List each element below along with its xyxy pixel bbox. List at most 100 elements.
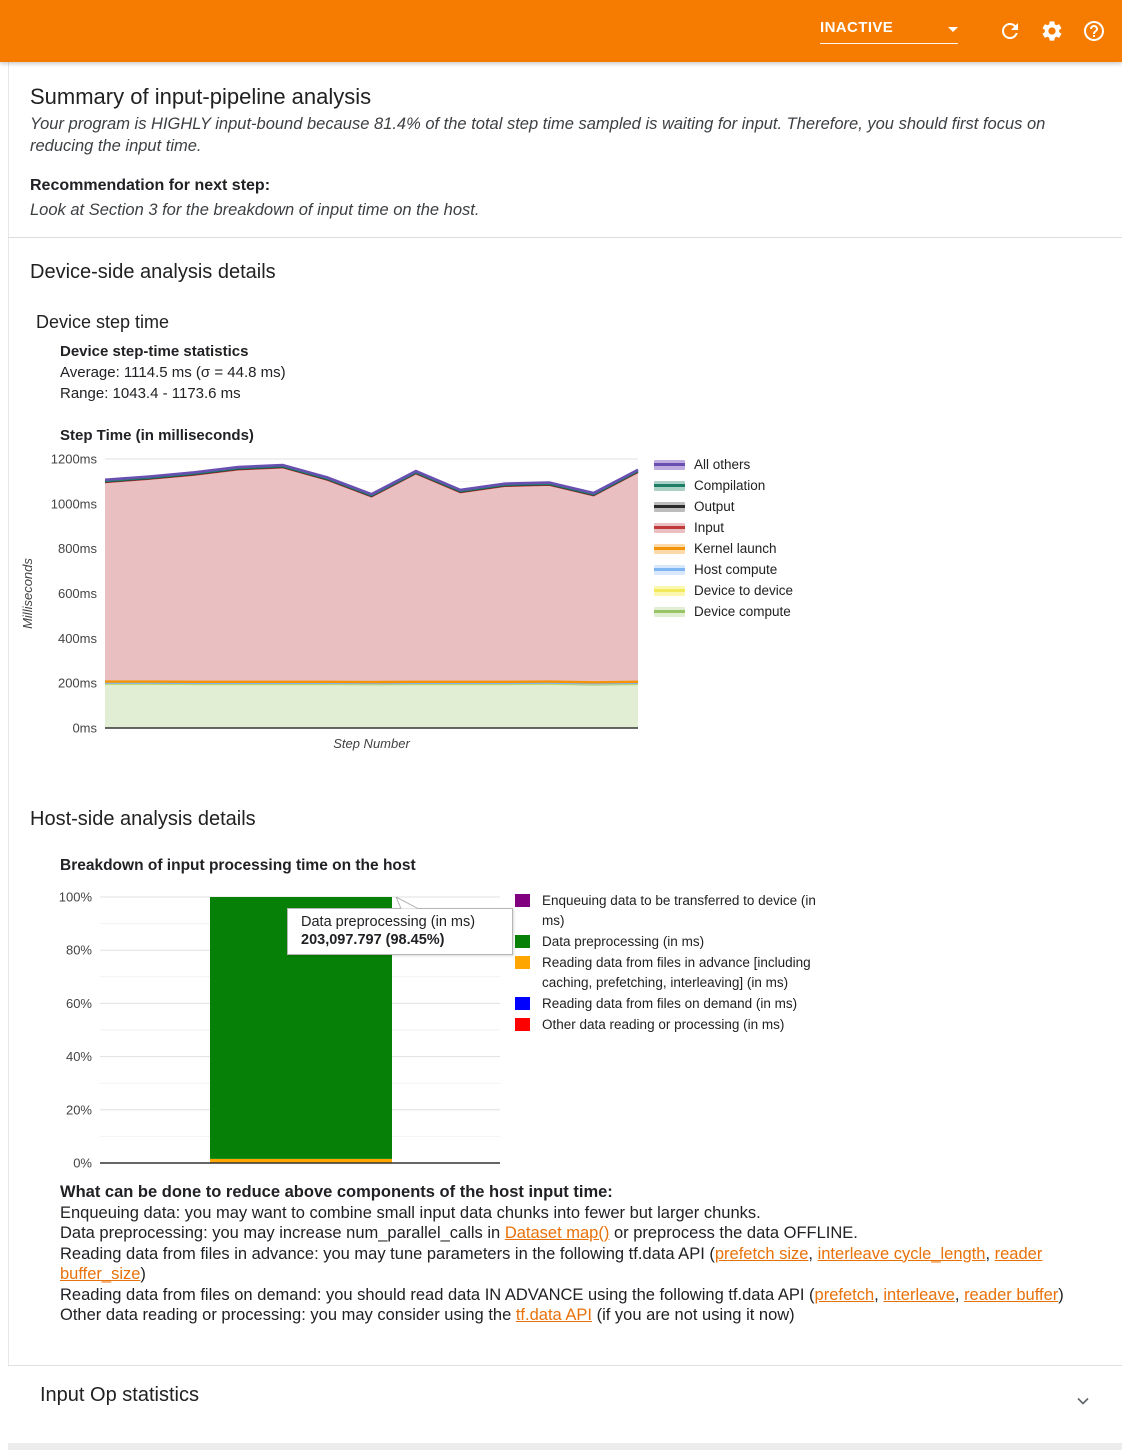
svg-text:20%: 20% <box>66 1102 92 1117</box>
settings-gear-icon[interactable] <box>1040 19 1064 43</box>
svg-text:1200ms: 1200ms <box>51 452 98 467</box>
recommendation-line: Enqueuing data: you may want to combine … <box>60 1203 1085 1224</box>
legend-swatch <box>654 459 685 470</box>
divider <box>8 1365 1122 1366</box>
doc-link[interactable]: reader buffer <box>964 1285 1059 1304</box>
legend-swatch <box>654 543 685 554</box>
page-left-rule <box>8 62 9 1450</box>
legend-item: Compilation <box>654 475 793 496</box>
legend-swatch <box>654 564 685 575</box>
recommendation-text: Reading data from files in advance: you … <box>60 1244 715 1263</box>
device-chart-title: Step Time (in milliseconds) <box>60 427 254 444</box>
legend-label: All others <box>694 457 751 472</box>
host-recommendations: What can be done to reduce above compone… <box>60 1182 1085 1326</box>
run-mode-dropdown[interactable]: INACTIVE <box>820 19 958 44</box>
doc-link[interactable]: tf.data API <box>515 1306 592 1324</box>
recommendation-line: Reading data from files in advance: you … <box>60 1244 1085 1285</box>
recommendation-label: Recommendation for next step: <box>30 177 271 194</box>
legend-label: Host compute <box>694 562 778 577</box>
recommendation-line: Data preprocessing: you may increase num… <box>60 1223 1085 1244</box>
recommendations-heading: What can be done to reduce above compone… <box>60 1183 613 1201</box>
legend-label: Data preprocessing (in ms) <box>542 934 705 949</box>
svg-text:0%: 0% <box>73 1156 92 1171</box>
svg-text:600ms: 600ms <box>58 586 98 601</box>
legend-item: Input <box>654 517 793 538</box>
svg-text:Step Number: Step Number <box>333 736 410 751</box>
svg-text:Milliseconds: Milliseconds <box>20 558 35 629</box>
device-stats-heading: Device step-time statistics <box>60 343 249 360</box>
legend-label: Device compute <box>694 604 791 619</box>
device-stats-range: Range: 1043.4 - 1173.6 ms <box>60 385 241 402</box>
recommendation-text: , <box>985 1244 995 1263</box>
legend-swatch <box>654 606 685 617</box>
recommendation-text: Reading data from files on demand: you s… <box>60 1285 815 1304</box>
doc-link[interactable]: interleave <box>883 1285 955 1304</box>
recommendation-line: Other data reading or processing: you ma… <box>60 1305 1085 1326</box>
input-op-statistics-panel[interactable]: Input Op statistics <box>8 1366 1122 1443</box>
recommendation-text: , <box>954 1285 965 1304</box>
recommendation-text: or preprocess the data OFFLINE. <box>609 1224 858 1242</box>
legend-label: Output <box>694 499 735 514</box>
legend-swatch <box>654 585 685 596</box>
summary-body: Your program is HIGHLY input-bound becau… <box>30 115 1046 155</box>
legend-swatch <box>515 997 530 1010</box>
svg-text:40%: 40% <box>66 1049 92 1064</box>
input-op-statistics-title: Input Op statistics <box>40 1384 199 1406</box>
doc-link[interactable]: reader buffer_size <box>60 1244 1043 1284</box>
legend-swatch <box>515 1018 530 1031</box>
legend-swatch <box>515 956 530 969</box>
recommendation-text: Enqueuing data: you may want to combine … <box>60 1203 761 1222</box>
svg-text:1000ms: 1000ms <box>51 496 98 511</box>
recommendation-text: Data preprocessing: you may increase num… <box>60 1224 505 1242</box>
recommendation-text: Look at Section 3 for the breakdown of i… <box>30 201 480 219</box>
legend-swatch <box>515 894 530 907</box>
legend-label: Device to device <box>694 583 794 598</box>
svg-text:0ms: 0ms <box>72 721 97 736</box>
svg-text:100%: 100% <box>59 890 93 905</box>
host-chart-legend: Enqueuing data to be transferred to devi… <box>515 891 845 1036</box>
legend-item: Reading data from files on demand (in ms… <box>515 994 845 1014</box>
legend-swatch <box>515 935 530 948</box>
host-section-title: Host-side analysis details <box>30 808 256 830</box>
device-section-title: Device-side analysis details <box>30 261 276 283</box>
doc-link[interactable]: prefetch size <box>714 1244 809 1263</box>
help-icon[interactable] <box>1082 19 1106 43</box>
doc-link[interactable]: Dataset map() <box>504 1224 610 1242</box>
legend-label: Reading data from files on demand (in ms… <box>542 996 798 1011</box>
legend-swatch <box>654 480 685 491</box>
tooltip-value: 203,097.797 (98.45%) <box>301 932 445 948</box>
host-chart-area: 0% 20% 40% 60% 80% 100% Data preprocessing (i… <box>40 885 520 1185</box>
device-stats-average: Average: 1114.5 ms (σ = 44.8 ms) <box>60 364 286 381</box>
refresh-icon[interactable] <box>998 19 1022 43</box>
doc-link[interactable]: interleave cycle_length <box>817 1244 986 1263</box>
legend-label: Input <box>694 520 725 535</box>
recommendation-text: , <box>808 1244 818 1263</box>
legend-label: Enqueuing data to be transferred to devi… <box>542 893 816 928</box>
svg-text:60%: 60% <box>66 996 92 1011</box>
card-gap <box>8 1443 1122 1450</box>
divider <box>8 237 1122 238</box>
legend-label: Other data reading or processing (in ms) <box>542 1017 785 1032</box>
legend-item: Host compute <box>654 559 793 580</box>
svg-text:400ms: 400ms <box>58 631 98 646</box>
device-step-time-chart[interactable]: 0ms 200ms 400ms 600ms 800ms 1000ms 1200ms Step … <box>20 446 660 758</box>
legend-swatch <box>654 522 685 533</box>
summary-title: Summary of input-pipeline analysis <box>30 84 372 109</box>
legend-label: Compilation <box>694 478 766 493</box>
legend-label: Reading data from files in advance [incl… <box>542 955 811 990</box>
expand-chevron-icon[interactable] <box>1074 1392 1092 1410</box>
recommendation-text: ) <box>140 1265 146 1283</box>
tooltip-callout-arrow <box>395 896 419 910</box>
legend-item: Other data reading or processing (in ms) <box>515 1015 845 1035</box>
device-step-time-title: Device step time <box>36 312 170 332</box>
legend-item: Kernel launch <box>654 538 793 559</box>
doc-link[interactable]: prefetch <box>814 1285 875 1304</box>
app-header: INACTIVE <box>0 0 1122 62</box>
legend-swatch <box>654 501 685 512</box>
chevron-down-icon <box>948 26 958 32</box>
device-chart-legend: All others Compilation Output Input Kernel l… <box>654 454 793 622</box>
svg-text:80%: 80% <box>66 943 92 958</box>
chart-tooltip: Data preprocessing (in ms) 203,097.797 (… <box>287 908 513 955</box>
recommendation-line: Reading data from files on demand: you s… <box>60 1285 1085 1306</box>
